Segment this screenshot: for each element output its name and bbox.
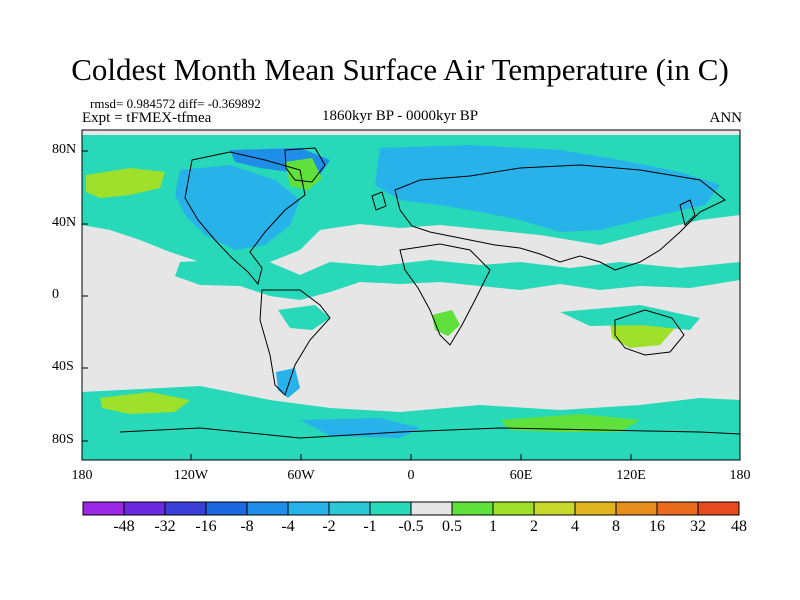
colorbar-box [82, 501, 125, 516]
colorbar-label: -0.5 [398, 518, 424, 535]
lat-label-80n: 80N [52, 142, 77, 157]
map-title: Coldest Month Mean Surface Air Temperatu… [71, 52, 729, 87]
colorbar-label: 32 [690, 518, 706, 535]
lat-label-40n: 40N [52, 215, 77, 230]
africa-warm-anomaly [432, 310, 460, 336]
colorbar-box [328, 501, 371, 516]
colorbar-box [246, 501, 289, 516]
lon-label-60e: 60E [509, 468, 533, 483]
lat-label-40s: 40S [52, 359, 74, 374]
colorbar-label: -48 [113, 518, 135, 535]
tropics-anomaly [175, 258, 740, 300]
colorbar-label: 8 [612, 518, 620, 535]
colorbar-box [287, 501, 330, 516]
colorbar-label: -2 [322, 518, 336, 535]
colorbar-label: -8 [240, 518, 254, 535]
southern-warm-anomaly [100, 392, 190, 414]
colorbar-box [369, 501, 412, 516]
colorbar-box [205, 501, 248, 516]
colorbar-box [451, 501, 494, 516]
colorbar-box [410, 501, 453, 516]
colorbar-label: 0.5 [442, 518, 462, 535]
lat-label-80s: 80S [52, 432, 74, 447]
southern-ocean-anomaly [82, 386, 740, 460]
colorbar-box [615, 501, 658, 516]
colorbar-label: 2 [530, 518, 538, 535]
lon-label-120e: 120E [616, 468, 646, 483]
lon-label-120w: 120W [173, 468, 209, 483]
colorbar-label: -32 [154, 518, 176, 535]
colorbar-box [533, 501, 576, 516]
experiment-label: Expt = tFMEX-tfmea [82, 110, 212, 126]
colorbar-label: -16 [195, 518, 217, 535]
south-america-anomaly [278, 305, 330, 330]
coastlines [119, 147, 740, 439]
colorbar-box [492, 501, 535, 516]
colorbar-label: 1 [489, 518, 497, 535]
season-label: ANN [709, 110, 743, 126]
patagonia-anomaly [276, 368, 300, 398]
colorbar-box [164, 501, 207, 516]
lon-label-60w: 60W [287, 468, 315, 483]
lon-label-180e: 180 [729, 468, 751, 483]
colorbar-box [697, 501, 740, 516]
lon-label-180w: 180 [71, 468, 93, 483]
lat-label-0: 0 [52, 287, 59, 302]
alaska-warm-anomaly [86, 168, 165, 198]
colorbar-label: 48 [731, 518, 747, 535]
colorbar-label: -1 [363, 518, 377, 535]
eurasia-anomaly [375, 145, 720, 232]
stats-text: rmsd= 0.984572 diff= -0.369892 [90, 96, 261, 111]
colorbar-box [574, 501, 617, 516]
lon-label-0: 0 [407, 468, 415, 483]
greenland-warm-anomaly [285, 158, 322, 190]
colorbar-label: 4 [571, 518, 579, 535]
anomaly-field [82, 130, 740, 460]
indian-ocean-anomaly [560, 305, 700, 330]
period-label: 1860kyr BP - 0000kyr BP [322, 108, 479, 124]
colorbar-label: -4 [281, 518, 295, 535]
colorbar-label: 16 [649, 518, 665, 535]
north-america-anomaly [175, 165, 300, 250]
colorbar-box [656, 501, 699, 516]
antarctic-warm-anomaly [500, 414, 640, 432]
colorbar-box [123, 501, 166, 516]
tick-marks [82, 150, 632, 460]
